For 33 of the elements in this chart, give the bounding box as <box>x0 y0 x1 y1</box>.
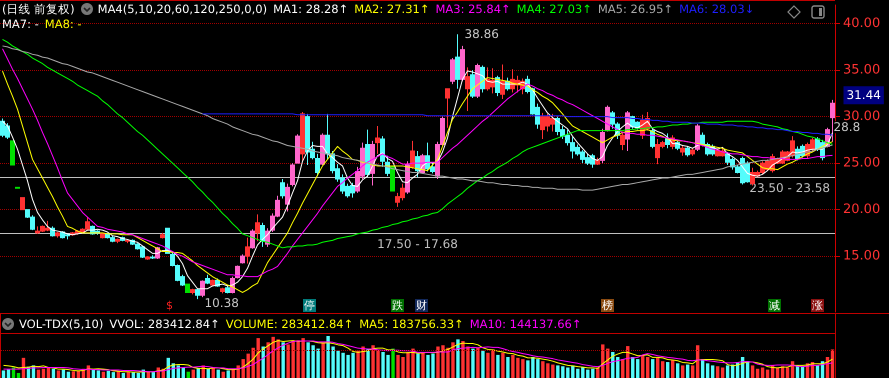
text: MA3: 25.84↑ <box>435 2 511 16</box>
text: MA5: 26.95↑ <box>598 2 674 16</box>
annotation: $ <box>165 299 174 312</box>
annotation: 涨 <box>811 299 824 312</box>
y-tick-label: 40.00 <box>843 16 880 32</box>
y-tick-label: 15.00 <box>843 248 880 264</box>
text: VVOL: 283412.84↑ <box>109 317 220 331</box>
series-label: MA10: 144137.66↑ <box>470 317 582 331</box>
annotation: 榜 <box>601 299 614 312</box>
annotation: 10.38 <box>204 296 239 310</box>
y-tick-label: 20.00 <box>843 202 880 218</box>
text: MA4: 27.03↑ <box>516 2 592 16</box>
annotation: MA7: - <box>2 17 39 31</box>
chart-title: (日线 前复权) <box>2 2 75 16</box>
y-tick-label: 25.00 <box>843 156 880 171</box>
text: 31.44 <box>846 88 881 102</box>
chart-title: VOL-TDX(5,10) <box>19 317 104 331</box>
annotation: 38.86 <box>464 27 499 42</box>
ref-line-label: 17.50 - 17.68 <box>377 236 458 251</box>
text: MA6: 28.03↓ <box>679 2 754 16</box>
annotation: MA8: - <box>44 17 82 31</box>
ref-line-label: 23.50 - 23.58 <box>749 181 830 196</box>
annotation: 跌 <box>391 299 404 312</box>
text: MA1: 28.28↑ <box>273 2 348 16</box>
annotation: 减 <box>768 299 781 312</box>
annotation: 28.8 <box>834 120 860 134</box>
y-tick-label: 35.00 <box>843 62 880 78</box>
legend-title: MA4(5,10,20,60,120,250,0,0) <box>98 2 268 16</box>
series-label: MA5: 183756.33↑ <box>359 317 464 331</box>
text: MA2: 27.31↑ <box>354 2 430 16</box>
annotation: 停 <box>303 299 316 312</box>
text: VOLUME: 283412.84↑ <box>226 317 354 331</box>
annotation: 财 <box>415 299 428 312</box>
